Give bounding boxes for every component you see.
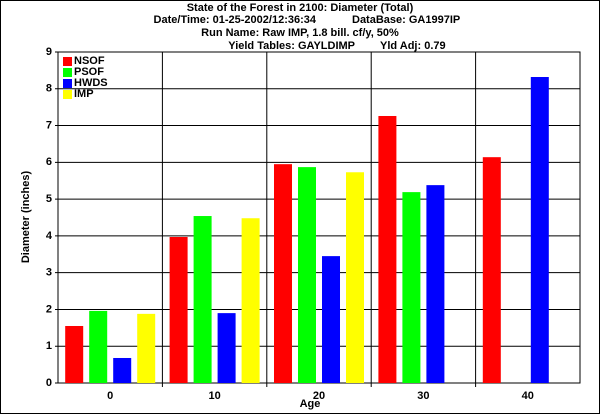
legend-swatch [63,79,72,88]
bar [274,164,292,383]
header-database: DataBase: GA1997IP [352,14,460,26]
bar [378,115,397,383]
bar [193,216,212,383]
x-tick-label: 20 [313,390,325,402]
y-tick-label: 0 [46,377,52,389]
bar [169,236,188,383]
x-tick-label: 40 [522,390,534,402]
legend-swatch [63,57,72,66]
bar [113,357,132,383]
y-tick-label: 2 [46,303,52,315]
legend-label: HWDS [74,77,108,89]
plot-area [57,51,581,384]
bar [426,185,445,383]
legend-swatch [63,90,72,99]
y-tick-label: 9 [46,46,52,58]
bar [402,192,421,383]
x-tick-label: 10 [208,390,220,402]
y-tick-label: 1 [46,340,52,352]
y-tick-label: 8 [46,83,52,95]
y-axis-label: Diameter (inches) [20,171,32,264]
y-tick-label: 7 [46,119,52,131]
bar [530,77,549,384]
y-tick-label: 6 [46,156,52,168]
bar [298,167,316,383]
chart-title: State of the Forest in 2100: Diameter (T… [187,2,414,14]
legend-label: PSOF [74,66,104,78]
legend-label: NSOF [74,55,105,67]
x-tick-label: 0 [107,390,113,402]
bar [65,325,84,383]
bar [322,256,340,383]
y-tick-label: 4 [46,230,53,242]
bar [482,157,501,383]
header-run: Run Name: Raw IMP, 1.8 bill. cf/y, 50% [201,27,399,39]
bar [346,172,364,383]
header-date: Date/Time: 01-25-2002/12:36:34 [154,14,317,26]
bar [217,313,236,383]
bar [241,218,260,383]
bar [137,313,156,383]
y-tick-label: 5 [46,193,52,205]
legend-label: IMP [74,88,94,100]
x-tick-label: 30 [417,390,429,402]
y-tick-label: 3 [46,267,52,279]
bar [89,310,108,383]
x-axis-label: Age [300,398,321,410]
header-yield: Yield Tables: GAYLDIMP [228,40,355,52]
header-yld-adj: Yld Adj: 0.79 [380,40,446,52]
legend-swatch [63,68,72,77]
